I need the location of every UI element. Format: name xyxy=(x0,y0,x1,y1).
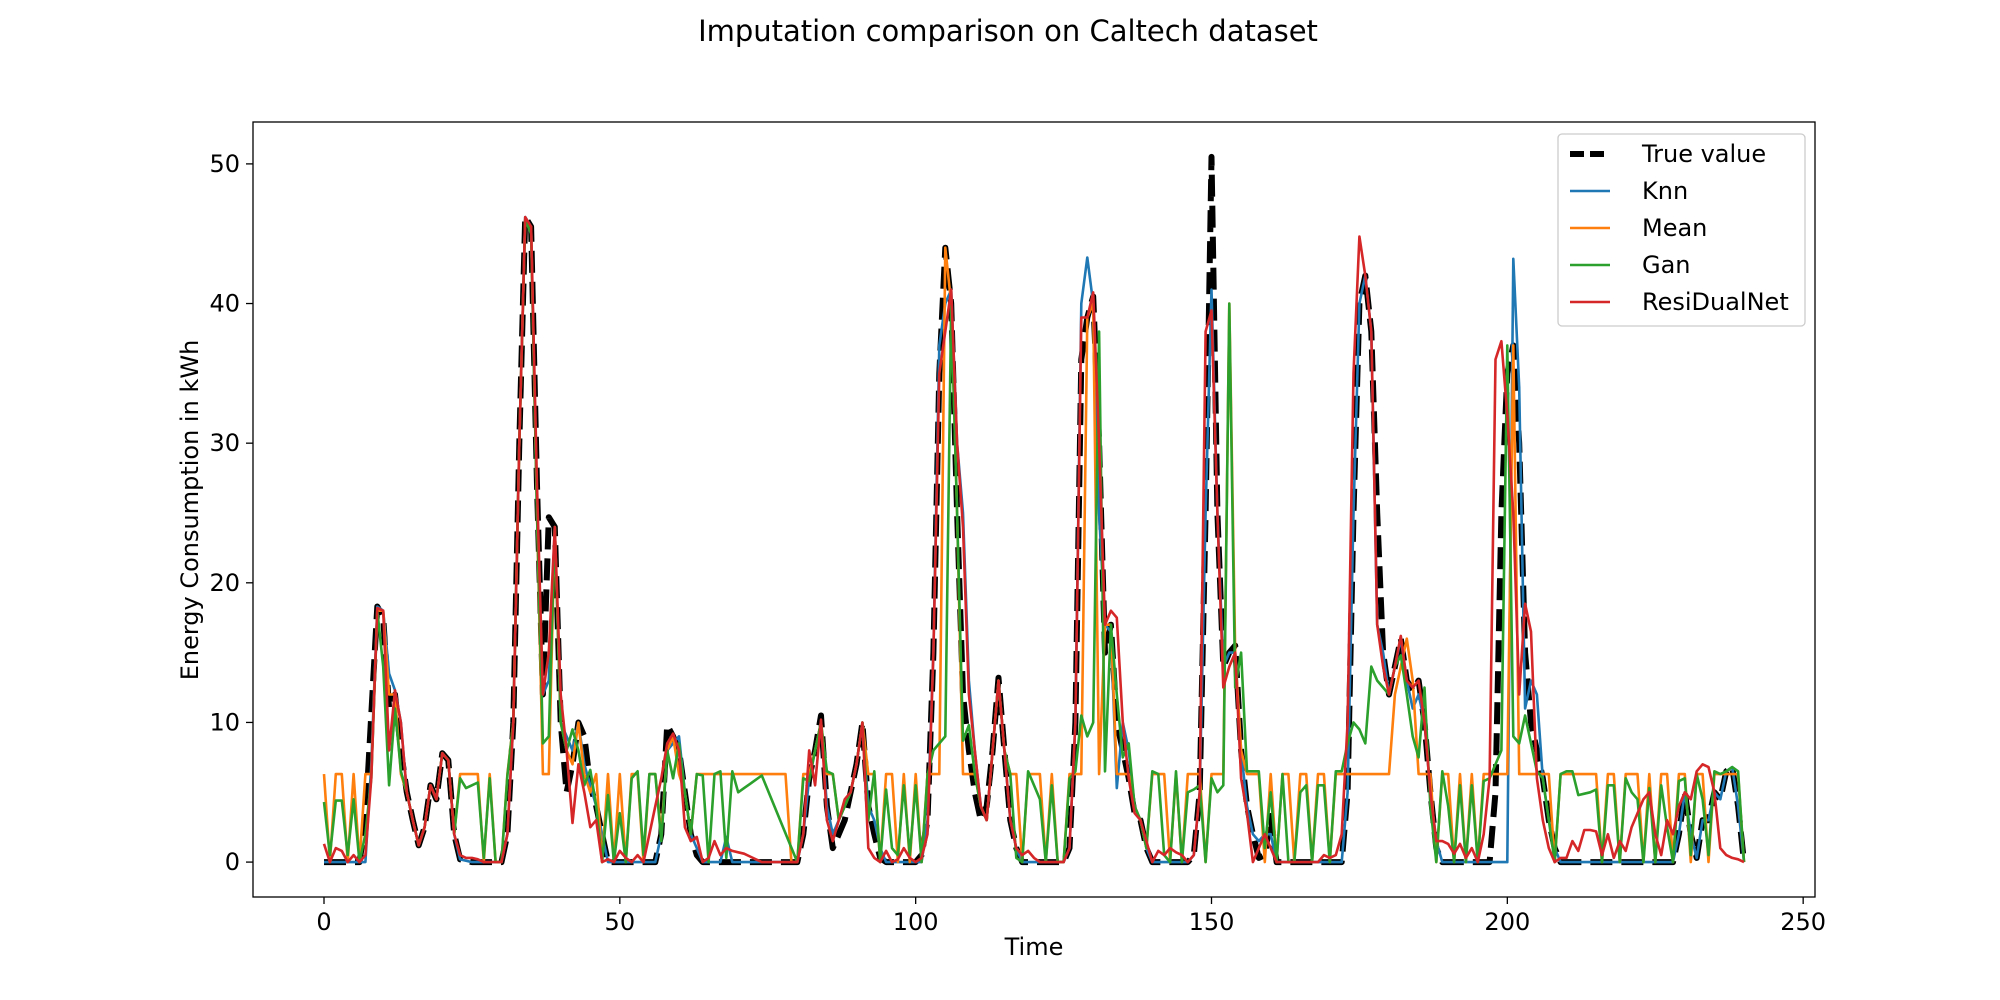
legend-label-true-value: True value xyxy=(1641,140,1766,168)
y-tick-label: 50 xyxy=(209,150,240,178)
ticks-layer: 0 50 100 150 200 250 0 10 20 30 40 50 xyxy=(209,150,1826,936)
legend-label-mean: Mean xyxy=(1642,214,1707,242)
x-tick-label: 200 xyxy=(1484,908,1530,936)
chart-title: Imputation comparison on Caltech dataset xyxy=(698,14,1318,48)
plot-frame xyxy=(252,121,1816,898)
y-axis-label: Energy Consumption in kWh xyxy=(176,340,204,681)
legend-items: True value Knn Mean Gan ResiDualNet xyxy=(1570,140,1789,316)
x-tick-label: 50 xyxy=(605,908,636,936)
y-tick-label: 10 xyxy=(209,708,240,736)
y-tick-label: 20 xyxy=(209,569,240,597)
y-tick-label: 30 xyxy=(209,429,240,457)
x-tick-label: 150 xyxy=(1189,908,1235,936)
series-line-residualnet xyxy=(322,215,1745,864)
series-layer xyxy=(322,153,1747,866)
legend-label-gan: Gan xyxy=(1642,251,1691,279)
y-tick-label: 40 xyxy=(209,290,240,318)
y-tick-label: 0 xyxy=(225,848,240,876)
legend: True value Knn Mean Gan ResiDualNet xyxy=(1557,133,1806,327)
x-tick-label: 100 xyxy=(893,908,939,936)
legend-label-knn: Knn xyxy=(1642,177,1688,205)
legend-label-residualnet: ResiDualNet xyxy=(1642,288,1789,316)
x-axis-label: Time xyxy=(1004,933,1064,961)
x-tick-label: 250 xyxy=(1780,908,1826,936)
series-line-true-value xyxy=(324,153,1747,866)
x-tick-label: 0 xyxy=(316,908,331,936)
legend-box xyxy=(1557,133,1806,327)
